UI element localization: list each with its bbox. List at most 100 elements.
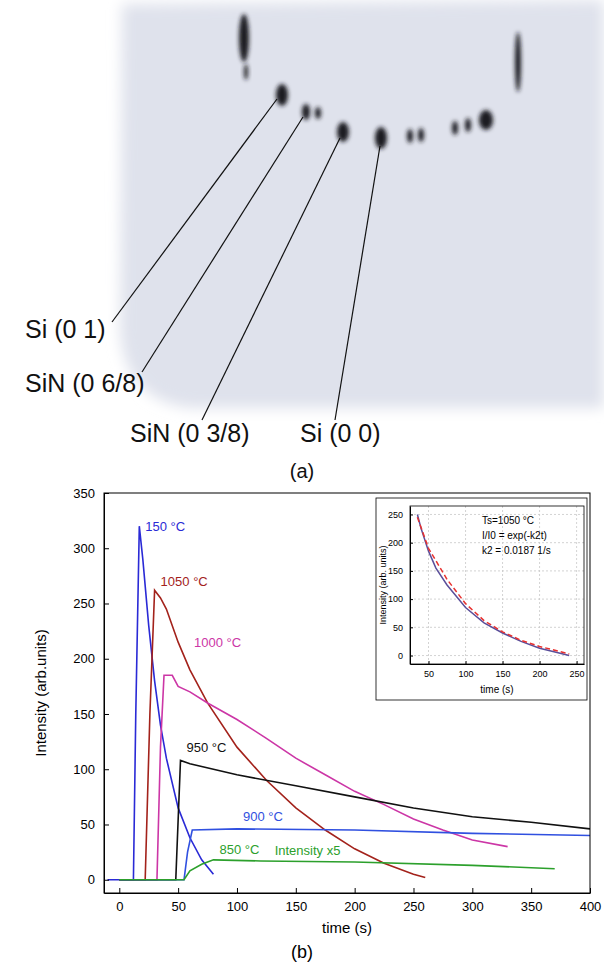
inset: 50100150200250050100150200250time (s)Int… [376, 498, 587, 700]
spot-label: Si (0 1) [25, 315, 106, 343]
tick-label: 200 [388, 538, 403, 548]
tick-mark [466, 661, 467, 664]
tick-label: 0 [398, 651, 403, 661]
x-axis: 50100150200250 [411, 661, 585, 679]
tick-label: 250 [403, 899, 425, 914]
inset-annotation: Ts=1050 °C [482, 515, 534, 526]
panel-caption: (b) [291, 942, 313, 962]
y-axis: 0 50 100 150 200 250 300 350 [73, 486, 109, 894]
diffraction-spot [315, 107, 321, 119]
tick-label: 50 [393, 623, 403, 633]
series-label: 950 °C [186, 740, 226, 755]
tick: 400 [580, 888, 602, 914]
tick-label: 350 [521, 899, 543, 914]
tick-mark [104, 603, 109, 604]
series-label: 1000 °C [194, 635, 241, 650]
tick-mark [577, 661, 578, 664]
tick-mark [410, 543, 413, 544]
tick: 350 [73, 486, 109, 501]
axis-line [105, 893, 591, 894]
tick-label: 250 [388, 510, 403, 520]
tick: 100 [388, 594, 413, 604]
inset-annotation: I/I0 = exp(-k2t) [482, 530, 547, 541]
grid-line [465, 506, 466, 664]
series-label: 850 °C [219, 842, 259, 857]
tick: 0 [116, 888, 123, 914]
tick-label: 300 [462, 899, 484, 914]
inset-background [376, 498, 587, 700]
tick-mark [119, 888, 120, 893]
tick-label: 250 [73, 596, 95, 611]
tick-label: 50 [81, 817, 95, 832]
panel-caption: (a) [290, 460, 314, 482]
tick-mark [503, 661, 504, 664]
tick-label: 250 [570, 669, 585, 679]
plot-frame [104, 493, 590, 893]
tick-label: 0 [116, 899, 123, 914]
spot-label: SiN (0 6/8) [25, 369, 144, 397]
series-line [108, 526, 214, 880]
tick-label: 50 [171, 899, 185, 914]
leader-line [335, 146, 380, 420]
spot-label: SiN (0 3/8) [130, 419, 249, 447]
series-line [417, 517, 569, 654]
tick: 100 [459, 661, 474, 679]
tick-mark [429, 661, 430, 664]
inset-annotation: k2 = 0.0187 1/s [482, 545, 551, 556]
diffraction-spot [515, 32, 521, 92]
tick-mark [531, 888, 532, 893]
tick: 150 [388, 566, 413, 576]
tick-label: 0 [88, 872, 95, 887]
y-axis-title: Intensity (arb.units) [32, 629, 49, 757]
tick: 100 [73, 762, 109, 777]
tick-mark [104, 493, 109, 494]
series-label: 150 °C [145, 519, 185, 534]
tick-mark [104, 824, 109, 825]
x-axis-title: time (s) [480, 684, 513, 695]
figure: Si (0 1)SiN (0 6/8)SiN (0 3/8)Si (0 0)(a… [0, 0, 604, 969]
tick-mark [410, 599, 413, 600]
axis-line [410, 507, 411, 665]
y-axis: 0 50 100 150 200 250 [388, 507, 413, 665]
tick-mark [237, 888, 238, 893]
tick-label: 100 [388, 594, 403, 604]
tick-label: 150 [73, 707, 95, 722]
tick-label: 200 [73, 651, 95, 666]
tick: 250 [570, 661, 585, 679]
tick: 200 [533, 661, 548, 679]
tick-label: 150 [496, 669, 511, 679]
grid-line [428, 506, 429, 664]
tick-mark [296, 888, 297, 893]
tick: 0 [88, 872, 109, 887]
tick-mark [410, 656, 413, 657]
tick-mark [410, 627, 413, 628]
tick: 0 [398, 651, 413, 661]
tick-label: 100 [73, 762, 95, 777]
tick-mark [104, 659, 109, 660]
tick: 200 [344, 888, 366, 914]
series-label: 1050 °C [161, 574, 208, 589]
tick-mark [472, 888, 473, 893]
tick-label: 200 [344, 899, 366, 914]
annotation: Intensity x5 [275, 843, 341, 858]
pattern-background [120, 0, 604, 408]
tick-mark [104, 714, 109, 715]
tick: 250 [403, 888, 425, 914]
grid-line [410, 599, 584, 600]
tick-label: 350 [73, 486, 95, 501]
panel-a: Si (0 1)SiN (0 6/8)SiN (0 3/8)Si (0 0)(a… [25, 0, 604, 482]
tick-mark [540, 661, 541, 664]
diffraction-spot [337, 122, 349, 142]
tick-mark [410, 514, 413, 515]
tick: 200 [73, 651, 109, 666]
grid-line [410, 542, 584, 543]
tick: 150 [73, 707, 109, 722]
x-axis-title: time (s) [322, 919, 372, 936]
tick: 100 [227, 888, 249, 914]
tick-mark [104, 548, 109, 549]
tick: 300 [73, 541, 109, 556]
inset-lines [417, 514, 569, 655]
tick: 150 [496, 661, 511, 679]
tick-mark [410, 571, 413, 572]
grid-line [410, 655, 584, 656]
